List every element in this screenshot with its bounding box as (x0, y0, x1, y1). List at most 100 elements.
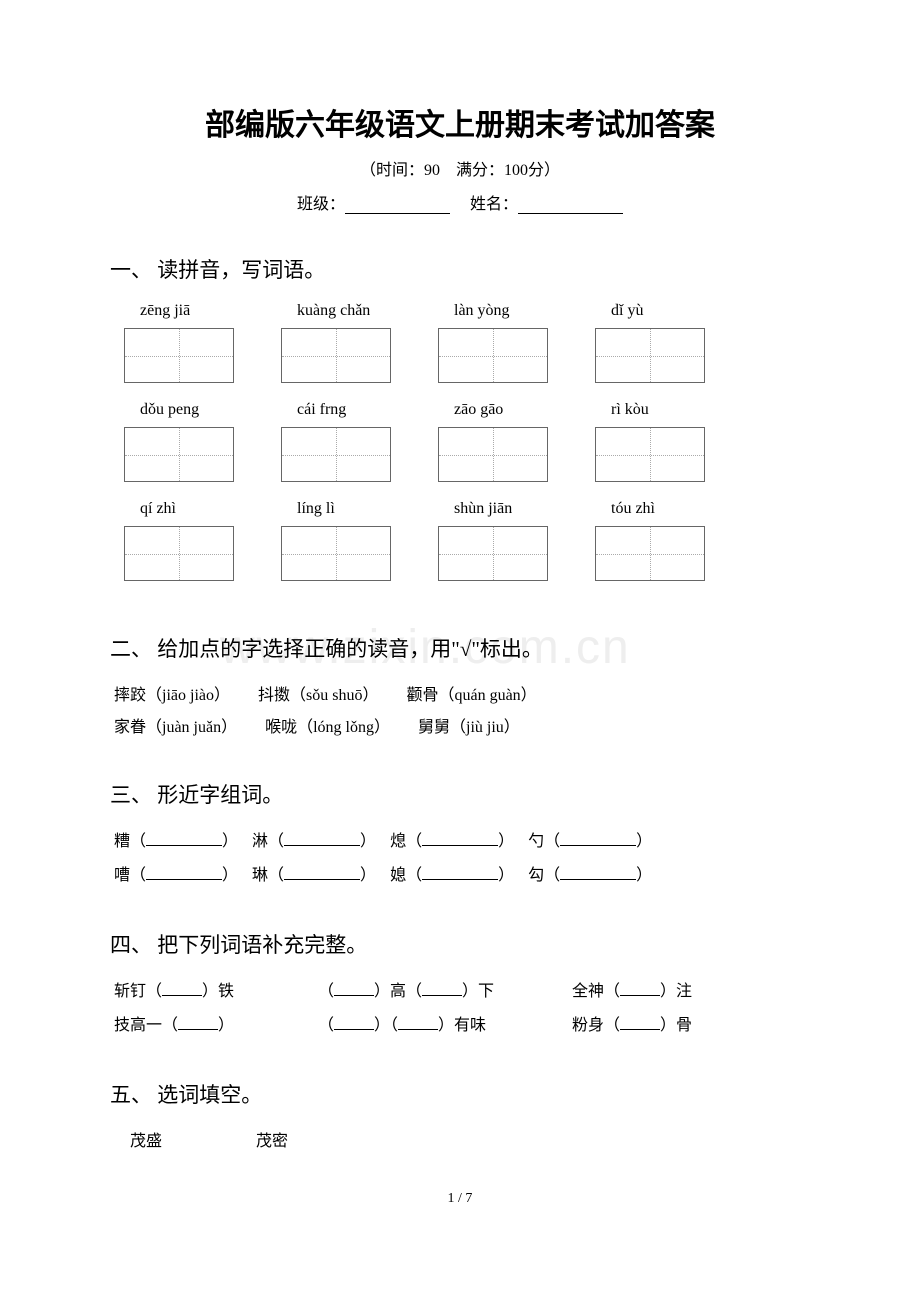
pinyin-row-1: zēng jiā kuàng chǎn làn yòng dǐ yù (110, 302, 810, 320)
char-input-box[interactable] (438, 526, 548, 581)
char-input-box[interactable] (595, 526, 705, 581)
q3-blank[interactable] (284, 864, 360, 880)
section-1-title: 一、 读拼音，写词语。 (110, 254, 810, 284)
q4-blank[interactable] (178, 1014, 218, 1030)
pinyin-label: líng lì (287, 500, 444, 518)
pinyin-label: dǒu peng (130, 401, 287, 419)
char-input-box[interactable] (124, 427, 234, 482)
q4-blank[interactable] (422, 980, 462, 996)
page-title: 部编版六年级语文上册期末考试加答案 (110, 100, 810, 144)
pinyin-label: kuàng chǎn (287, 302, 444, 320)
q4-text: 全神（ (572, 983, 620, 1000)
q4-text: （ (318, 1017, 334, 1034)
q4-item: 技高一（） (114, 1011, 314, 1035)
q4-item: 全神（ ）注 (572, 977, 752, 1001)
q4-blank[interactable] (620, 980, 660, 996)
page-subtitle: （时间：90 满分：100分） (110, 156, 810, 180)
q4-blank[interactable] (334, 980, 374, 996)
q2-item: 摔跤（jiāo jiào） (114, 681, 230, 705)
section-5-title: 五、 选词填空。 (110, 1079, 810, 1109)
q3-blank[interactable] (422, 830, 498, 846)
q4-blank[interactable] (398, 1014, 438, 1030)
q3-item: 琳（） (252, 861, 376, 885)
pinyin-row-2: dǒu peng cái frng zāo gāo rì kòu (110, 401, 810, 419)
q3-item: 熄（） (390, 827, 514, 851)
page-number: 1 / 7 (110, 1191, 810, 1207)
q3-char: 嘈（ (114, 867, 146, 884)
q2-item: 家眷（juàn juǎn） (114, 713, 237, 737)
q4-blank[interactable] (162, 980, 202, 996)
name-blank[interactable] (518, 196, 623, 214)
q2-item: 颧骨（quán guàn） (406, 681, 536, 705)
section-4-title: 四、 把下列词语补充完整。 (110, 929, 810, 959)
q5-line: 茂盛 茂密 (110, 1127, 810, 1151)
pinyin-label: zāo gāo (444, 401, 601, 419)
pinyin-label: cái frng (287, 401, 444, 419)
q4-text: ）铁 (202, 983, 234, 1000)
class-label: 班级： (297, 196, 345, 213)
q2-item: 喉咙（lóng lǒng） (265, 713, 390, 737)
q3-blank[interactable] (560, 830, 636, 846)
q4-item: （ ）（ ）有味 (318, 1011, 568, 1035)
q4-line-2: 技高一（） （ ）（ ）有味 粉身（ ）骨 (110, 1011, 810, 1035)
char-input-box[interactable] (124, 328, 234, 383)
q3-char: 糟（ (114, 833, 146, 850)
q4-text: 粉身（ (572, 1017, 620, 1034)
q2-line-1: 摔跤（jiāo jiào） 抖擞（sǒu shuō） 颧骨（quán guàn） (110, 681, 810, 705)
q4-text: ）下 (462, 983, 494, 1000)
q3-line-1: 糟（） 淋（） 熄（） 勺（） (110, 827, 810, 851)
q4-line-1: 斩钉（）铁 （ ）高（ ）下 全神（ ）注 (110, 977, 810, 1001)
section-2-title: 二、 给加点的字选择正确的读音，用"√"标出。 (110, 633, 810, 663)
q4-text: ）骨 (660, 1017, 692, 1034)
pinyin-label: dǐ yù (601, 302, 758, 320)
q3-char: 熄（ (390, 833, 422, 850)
q3-item: 糟（） (114, 827, 238, 851)
char-input-box[interactable] (438, 427, 548, 482)
char-input-box[interactable] (281, 526, 391, 581)
char-input-box[interactable] (595, 427, 705, 482)
q3-blank[interactable] (422, 864, 498, 880)
char-box-row-1 (110, 328, 810, 383)
pinyin-label: qí zhì (130, 500, 287, 518)
char-input-box[interactable] (124, 526, 234, 581)
q4-text: ）有味 (438, 1017, 486, 1034)
q3-item: 媳（） (390, 861, 514, 885)
pinyin-label: tóu zhì (601, 500, 758, 518)
q2-line-2: 家眷（juàn juǎn） 喉咙（lóng lǒng） 舅舅（jiù jiu） (110, 713, 810, 737)
q4-text: ）注 (660, 983, 692, 1000)
q4-blank[interactable] (620, 1014, 660, 1030)
q5-word: 茂盛 (130, 1127, 162, 1151)
q3-char: 勾（ (528, 867, 560, 884)
pinyin-label: shùn jiān (444, 500, 601, 518)
char-input-box[interactable] (281, 328, 391, 383)
pinyin-row-3: qí zhì líng lì shùn jiān tóu zhì (110, 500, 810, 518)
section-3-title: 三、 形近字组词。 (110, 779, 810, 809)
q3-item: 勺（） (528, 827, 652, 851)
char-box-row-2 (110, 427, 810, 482)
q3-char: 琳（ (252, 867, 284, 884)
q4-text: ） (218, 1017, 234, 1034)
q3-blank[interactable] (146, 864, 222, 880)
q4-text: （ (318, 983, 334, 1000)
q3-blank[interactable] (146, 830, 222, 846)
q4-item: 斩钉（）铁 (114, 977, 314, 1001)
char-box-row-3 (110, 526, 810, 581)
char-input-box[interactable] (595, 328, 705, 383)
char-input-box[interactable] (281, 427, 391, 482)
q3-char: 勺（ (528, 833, 560, 850)
name-label: 姓名： (454, 196, 518, 213)
q4-item: （ ）高（ ）下 (318, 977, 568, 1001)
q4-blank[interactable] (334, 1014, 374, 1030)
q4-text: ）高（ (374, 983, 422, 1000)
q4-text: ）（ (374, 1017, 398, 1034)
q3-item: 勾（） (528, 861, 652, 885)
char-input-box[interactable] (438, 328, 548, 383)
q3-char: 淋（ (252, 833, 284, 850)
q3-char: 媳（ (390, 867, 422, 884)
q3-blank[interactable] (284, 830, 360, 846)
student-info-line: 班级： 姓名： (110, 190, 810, 214)
q3-blank[interactable] (560, 864, 636, 880)
pinyin-label: zēng jiā (130, 302, 287, 320)
class-blank[interactable] (345, 196, 450, 214)
pinyin-label: rì kòu (601, 401, 758, 419)
